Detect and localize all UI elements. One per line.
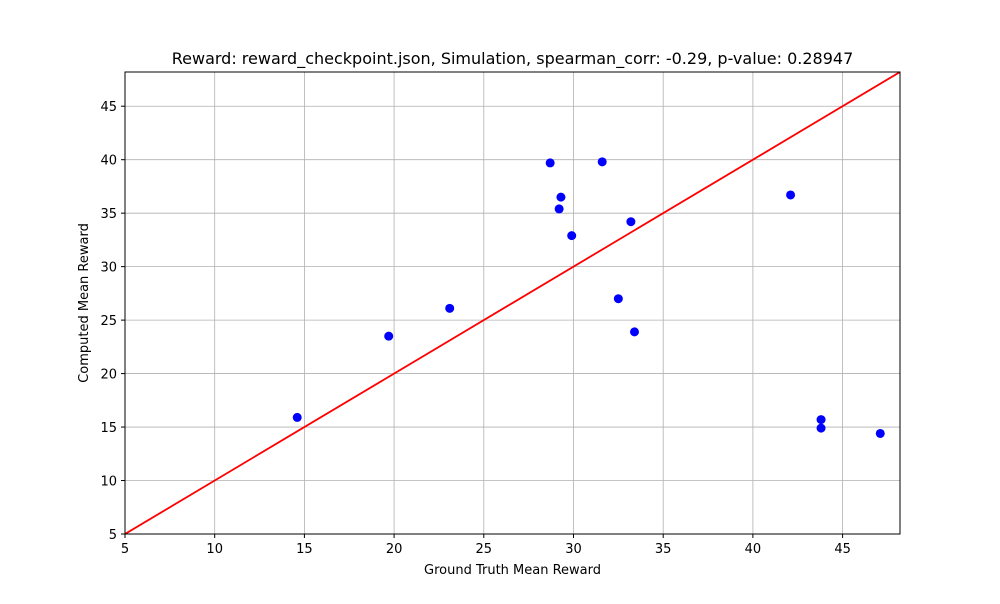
data-point <box>613 294 623 304</box>
x-tick-label: 30 <box>565 542 582 557</box>
reference-line-group <box>124 71 901 535</box>
x-tick-label: 40 <box>745 542 762 557</box>
data-point <box>786 190 796 200</box>
x-tick-label: 20 <box>386 542 403 557</box>
y-tick-label: 30 <box>100 261 117 276</box>
x-tick-label: 25 <box>476 542 493 557</box>
chart-title: Reward: reward_checkpoint.json, Simulati… <box>172 49 854 69</box>
y-tick-label: 5 <box>109 528 117 543</box>
data-point <box>545 158 555 168</box>
x-tick-label: 15 <box>296 542 313 557</box>
x-tick-label: 45 <box>834 542 851 557</box>
data-point <box>567 231 577 241</box>
x-tick-label: 10 <box>206 542 223 557</box>
y-tick-label: 15 <box>100 421 117 436</box>
axis-ticks: 5 10 15 20 25 30 35 40 45 5 10 15 20 25 30 35 40 45 <box>100 100 850 557</box>
y-tick-label: 40 <box>100 154 117 169</box>
x-tick-label: 5 <box>121 542 129 557</box>
reference-line <box>124 71 901 535</box>
data-point <box>554 204 564 214</box>
data-point <box>875 428 885 438</box>
x-tick-label: 35 <box>655 542 672 557</box>
data-point <box>816 415 826 425</box>
data-point <box>384 331 394 341</box>
y-tick-label: 25 <box>100 314 117 329</box>
x-axis-label: Ground Truth Mean Reward <box>424 563 601 578</box>
data-points <box>292 157 885 438</box>
data-point <box>626 217 636 227</box>
data-point <box>816 423 826 433</box>
data-point <box>292 412 302 422</box>
y-axis-label: Computed Mean Reward <box>77 223 92 383</box>
y-tick-label: 35 <box>100 207 117 222</box>
grid-lines <box>124 72 900 535</box>
plot-area-frame <box>124 71 901 535</box>
data-point <box>629 327 639 337</box>
y-tick-label: 20 <box>100 368 117 383</box>
data-point <box>556 192 566 202</box>
y-tick-label: 10 <box>100 475 117 490</box>
data-point <box>597 157 607 167</box>
y-tick-label: 45 <box>100 100 117 115</box>
data-point <box>445 303 455 313</box>
